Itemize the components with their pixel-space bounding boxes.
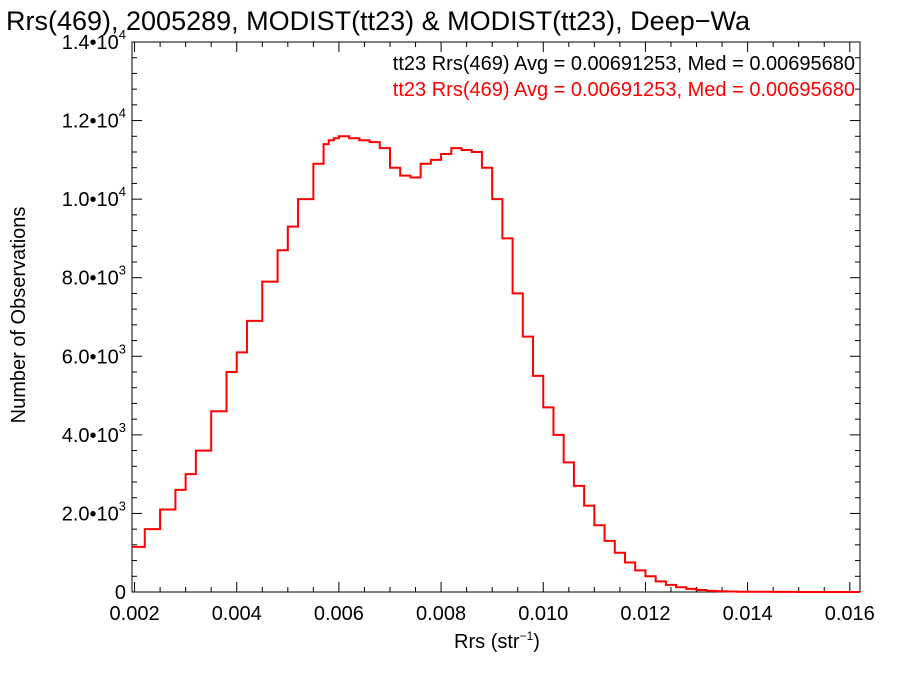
y-tick-mantissa: 1.4•10 (62, 32, 119, 54)
y-tick-label: 1.0•104 (62, 184, 126, 211)
y-axis-label: Number of Observations (8, 207, 30, 424)
y-tick-label: 2.0•103 (62, 498, 126, 525)
y-tick-label: 1.4•104 (62, 27, 126, 54)
y-tick-mantissa: 1.0•10 (62, 189, 119, 211)
y-tick-mantissa: 4.0•10 (62, 425, 119, 447)
y-tick-label: 1.2•104 (62, 106, 126, 133)
y-tick-exponent: 4 (119, 184, 126, 199)
legend-entry-2: tt23 Rrs(469) Avg = 0.00691253, Med = 0.… (393, 79, 855, 101)
chart-title: Rrs(469), 2005289, MODIST(tt23) & MODIST… (6, 6, 751, 36)
histogram-series-1 (132, 135, 861, 593)
y-tick-mantissa: 2.0•10 (62, 503, 119, 525)
x-tick-label: 0.002 (110, 603, 160, 625)
x-axis-label-close: ) (533, 631, 540, 653)
x-tick-label: 0.010 (518, 603, 568, 625)
x-axis-label: Rrs (str−1) (454, 629, 540, 653)
y-tick-mantissa: 0 (115, 582, 126, 604)
x-axis-ticks: 0.002 0.004 0.006 0.008 0.010 0.012 0.014 0.016 (110, 42, 875, 625)
x-tick-label: 0.006 (314, 603, 364, 625)
y-tick-exponent: 3 (119, 341, 126, 356)
x-tick-label: 0.004 (212, 603, 262, 625)
y-tick-exponent: 3 (119, 420, 126, 435)
x-axis-label-exponent: −1 (520, 629, 534, 643)
y-tick-exponent: 4 (119, 106, 126, 121)
y-tick-exponent: 4 (119, 27, 126, 42)
y-tick-label: 0 (115, 582, 126, 604)
x-tick-label: 0.014 (723, 603, 773, 625)
x-tick-label: 0.012 (620, 603, 670, 625)
y-tick-mantissa: 8.0•10 (62, 268, 119, 290)
y-tick-mantissa: 6.0•10 (62, 346, 119, 368)
plot-border (131, 41, 861, 593)
y-tick-label: 8.0•103 (62, 263, 126, 290)
y-tick-mantissa: 1.2•10 (62, 111, 119, 133)
y-tick-label: 4.0•103 (62, 420, 126, 447)
x-tick-label: 0.016 (825, 603, 875, 625)
y-tick-label: 6.0•103 (62, 341, 126, 368)
x-axis-label-main: Rrs (str (454, 631, 520, 653)
series-group (132, 135, 861, 593)
legend-entry-1: tt23 Rrs(469) Avg = 0.00691253, Med = 0.… (393, 53, 855, 75)
y-axis-ticks: 02.0•1034.0•1036.0•1038.0•1031.0•1041.2•… (62, 27, 860, 604)
x-tick-label: 0.008 (416, 603, 466, 625)
y-tick-exponent: 3 (119, 263, 126, 278)
plot-frame (131, 41, 861, 593)
y-tick-exponent: 3 (119, 498, 126, 513)
